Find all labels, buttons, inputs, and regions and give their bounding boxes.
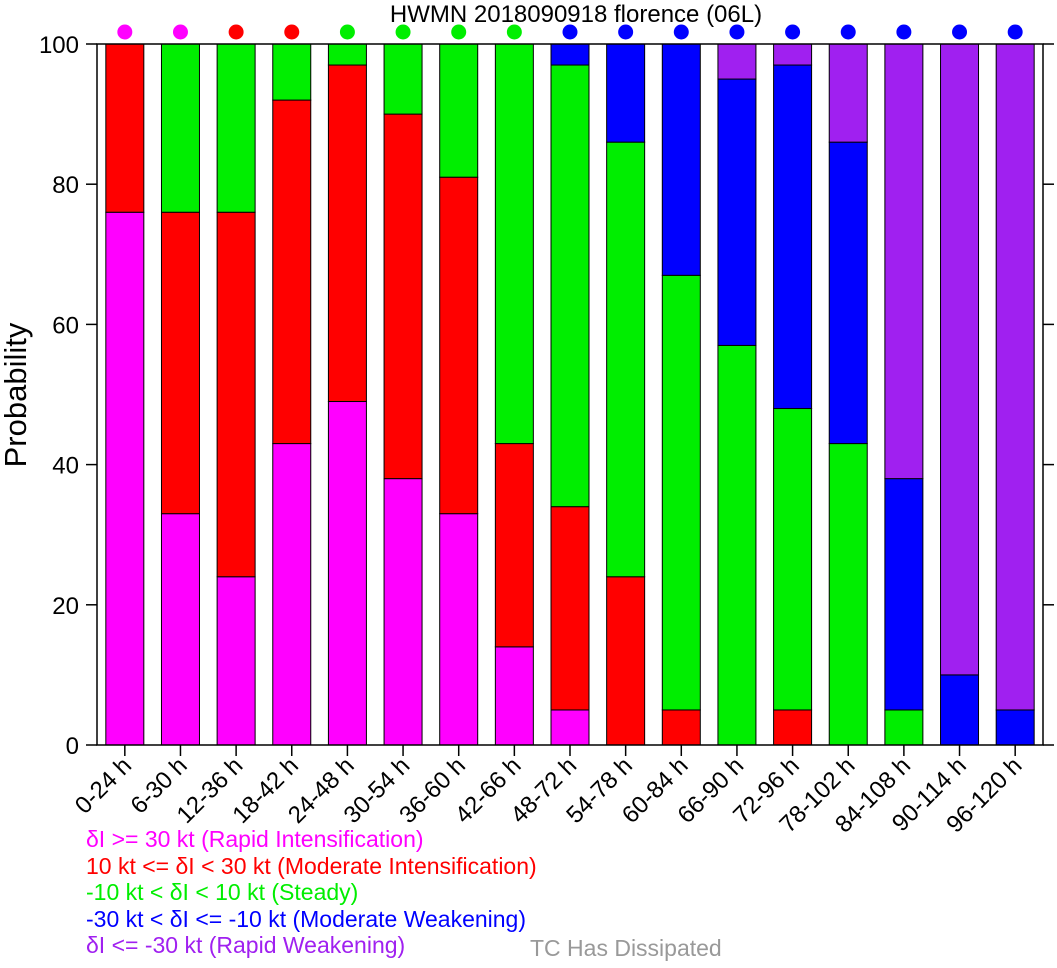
- bar-segment-mi: [383, 113, 423, 480]
- indicator-dot: [618, 24, 634, 40]
- bar-segment-steady: [160, 43, 200, 213]
- bar-segment-steady: [327, 43, 367, 66]
- bar-stack-group: [105, 43, 1035, 746]
- bar-segment-mw: [995, 709, 1035, 746]
- bar-segment-mi: [606, 576, 646, 746]
- indicator-dot: [840, 24, 856, 40]
- bar-segment-rw: [940, 43, 980, 676]
- indicator-dot-group: [117, 24, 1023, 40]
- indicator-dot: [729, 24, 745, 40]
- bar-segment-ri: [216, 576, 256, 746]
- bar-segment-mw: [606, 43, 646, 143]
- indicator-dot: [172, 24, 188, 40]
- bar-segment-mi: [327, 64, 367, 403]
- bar-segment-ri: [327, 401, 367, 746]
- bar-segment-steady: [661, 274, 701, 711]
- bar-segment-mi: [661, 709, 701, 746]
- bar-segment-mw: [717, 78, 757, 346]
- bar-segment-mi: [216, 211, 256, 578]
- bar-segment-mi: [773, 709, 813, 746]
- y-axis-label: Probability: [0, 322, 33, 467]
- indicator-dot: [506, 24, 522, 40]
- bar-segment-mi: [439, 176, 479, 515]
- indicator-dot: [228, 24, 244, 40]
- indicator-dot: [451, 24, 467, 40]
- bar-segment-rw: [884, 43, 924, 480]
- legend-entry: -30 kt < δI <= -10 kt (Moderate Weakenin…: [86, 905, 527, 932]
- bar-segment-steady: [216, 43, 256, 213]
- bar-segment-mi: [160, 211, 200, 515]
- bar-segment-mi: [550, 506, 590, 711]
- x-axis-ticks: 0-24 h6-30 h12-36 h18-42 h24-48 h30-54 h…: [70, 745, 1027, 838]
- indicator-dot: [952, 24, 968, 40]
- x-tick-label: 0-24 h: [70, 752, 137, 819]
- bar-segment-steady: [773, 408, 813, 711]
- bar-segment-rw: [995, 43, 1035, 711]
- bar-segment-steady: [494, 43, 534, 445]
- bar-segment-ri: [160, 513, 200, 746]
- bar-segment-ri: [550, 709, 590, 746]
- indicator-dot: [339, 24, 355, 40]
- bar-segment-mi: [494, 443, 534, 648]
- bar-segment-mw: [940, 674, 980, 746]
- y-tick-label: 60: [52, 312, 79, 339]
- y-tick-label: 40: [52, 453, 79, 480]
- bar-segment-mi: [272, 99, 312, 445]
- legend-entry: δI >= 30 kt (Rapid Intensification): [86, 826, 424, 852]
- bar-segment-mw: [661, 43, 701, 276]
- bar-segment-steady: [606, 141, 646, 578]
- legend-entry: -10 kt < δI < 10 kt (Steady): [86, 879, 359, 905]
- bar-segment-mw: [773, 64, 813, 410]
- bar-segment-rw: [717, 43, 757, 80]
- chart-title: HWMN 2018090918 florence (06L): [390, 1, 762, 28]
- indicator-dot: [785, 24, 801, 40]
- bar-segment-steady: [439, 43, 479, 178]
- bar-segment-mi: [105, 43, 145, 213]
- bar-segment-ri: [439, 513, 479, 746]
- y-tick-label: 80: [52, 172, 79, 199]
- y-tick-label: 20: [52, 593, 79, 620]
- bar-segment-rw: [773, 43, 813, 66]
- indicator-dot: [395, 24, 411, 40]
- bar-segment-steady: [550, 64, 590, 508]
- y-axis-ticks: 0 20 40 60 80 100: [39, 32, 1054, 760]
- bar-segment-rw: [828, 43, 868, 143]
- legend-entry: 10 kt <= δI < 30 kt (Moderate Intensific…: [86, 852, 537, 879]
- indicator-dot: [896, 24, 912, 40]
- bar-segment-steady: [828, 443, 868, 746]
- indicator-dot: [284, 24, 300, 40]
- bar-segment-ri: [105, 211, 145, 746]
- bar-segment-steady: [383, 43, 423, 115]
- bar-segment-steady: [717, 344, 757, 746]
- y-tick-label: 0: [66, 733, 79, 760]
- legend-entry: δI <= -30 kt (Rapid Weakening): [86, 932, 406, 958]
- bar-segment-ri: [272, 443, 312, 746]
- bar-segment-steady: [272, 43, 312, 101]
- y-tick-label: 100: [39, 32, 79, 59]
- bar-segment-mw: [550, 43, 590, 66]
- indicator-dot: [117, 24, 133, 40]
- indicator-dot: [1007, 24, 1023, 40]
- bar-segment-mw: [828, 141, 868, 445]
- bar-segment-mw: [884, 478, 924, 711]
- legend-dissipated: TC Has Dissipated: [530, 935, 722, 961]
- indicator-dot: [673, 24, 689, 40]
- bar-segment-ri: [494, 646, 534, 746]
- legend: δI >= 30 kt (Rapid Intensification) 10 kt…: [86, 826, 537, 959]
- indicator-dot: [562, 24, 578, 40]
- bar-segment-steady: [884, 709, 924, 746]
- bar-segment-ri: [383, 478, 423, 746]
